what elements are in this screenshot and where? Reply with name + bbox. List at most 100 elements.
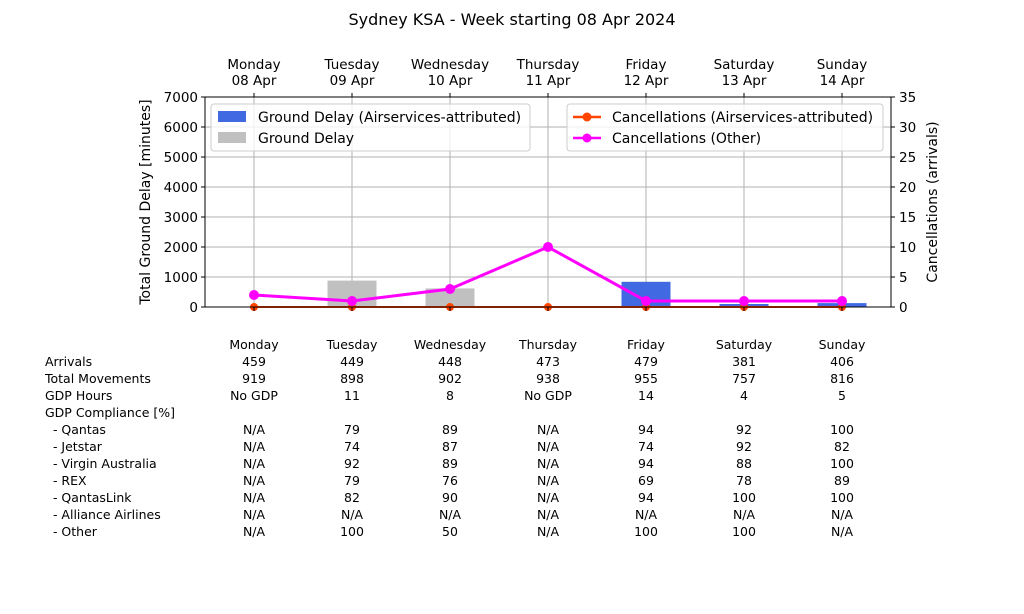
table-cell: 89 xyxy=(442,456,458,471)
legend-label: Cancellations (Airservices-attributed) xyxy=(612,110,873,126)
table-cell: N/A xyxy=(536,422,560,437)
legend-marker xyxy=(582,112,592,122)
table-cell: 938 xyxy=(536,371,560,386)
table-cell: 459 xyxy=(242,354,266,369)
table-header-cell: Sunday xyxy=(818,337,866,352)
table-cell: 100 xyxy=(634,524,658,539)
y-left-tick-label: 2000 xyxy=(164,240,198,256)
table-cell: N/A xyxy=(242,473,266,488)
x-tick-label-day: Saturday xyxy=(714,57,775,73)
table-cell: 74 xyxy=(638,439,654,454)
table-header-cell: Saturday xyxy=(715,337,773,352)
point-cancellations-other xyxy=(837,296,847,306)
table-cell: 381 xyxy=(732,354,756,369)
y-right-tick-label: 15 xyxy=(899,210,916,226)
x-tick-label-date: 13 Apr xyxy=(722,73,767,89)
x-tick-label-day: Thursday xyxy=(516,57,580,73)
table-cell: 816 xyxy=(830,371,854,386)
point-cancellations-other xyxy=(347,296,357,306)
table-cell: N/A xyxy=(242,507,266,522)
x-tick-label-day: Friday xyxy=(626,57,667,73)
table-cell: 89 xyxy=(834,473,850,488)
table-cell: 100 xyxy=(830,490,854,505)
table-cell: 92 xyxy=(736,439,752,454)
table-row-label: - Jetstar xyxy=(45,439,102,454)
table-cell: N/A xyxy=(536,524,560,539)
y-left-tick-label: 6000 xyxy=(164,120,198,136)
table-cell: 406 xyxy=(830,354,854,369)
x-tick-label-day: Sunday xyxy=(817,57,868,73)
table-cell: N/A xyxy=(536,490,560,505)
table-row-label: GDP Compliance [%] xyxy=(45,405,176,420)
table-cell: 473 xyxy=(536,354,560,369)
table-cell: N/A xyxy=(634,507,658,522)
table-cell: 94 xyxy=(638,456,654,471)
table-cell: 78 xyxy=(736,473,752,488)
chart-title: Sydney KSA - Week starting 08 Apr 2024 xyxy=(348,10,675,29)
table-cell: 87 xyxy=(442,439,458,454)
table-cell: N/A xyxy=(536,473,560,488)
y-left-tick-label: 0 xyxy=(189,300,198,316)
table-cell: 79 xyxy=(344,473,360,488)
table-cell: 74 xyxy=(344,439,360,454)
table-cell: 76 xyxy=(442,473,458,488)
table-cell: N/A xyxy=(830,507,854,522)
point-cancellations-other xyxy=(641,296,651,306)
table-cell: 448 xyxy=(438,354,462,369)
table-row-label: - QantasLink xyxy=(45,490,132,505)
point-cancellations-other xyxy=(543,242,553,252)
x-tick-label-date: 14 Apr xyxy=(820,73,865,89)
y-right-tick-label: 0 xyxy=(899,300,908,316)
table-cell: N/A xyxy=(242,439,266,454)
point-cancellations-other xyxy=(249,290,259,300)
table-cell: 100 xyxy=(732,490,756,505)
table-header-cell: Tuesday xyxy=(326,337,378,352)
table-row-label: - Virgin Australia xyxy=(45,456,157,471)
y-right-tick-label: 20 xyxy=(899,180,916,196)
legend-swatch xyxy=(218,111,246,122)
table-cell: 100 xyxy=(830,422,854,437)
table-cell: 14 xyxy=(638,388,654,403)
table-cell: N/A xyxy=(438,507,462,522)
table-row-label: Arrivals xyxy=(45,354,93,369)
table-cell: 94 xyxy=(638,422,654,437)
table-cell: 90 xyxy=(442,490,458,505)
y-left-tick-label: 7000 xyxy=(164,90,198,106)
table-row-label: GDP Hours xyxy=(45,388,113,403)
table-cell: 4 xyxy=(740,388,748,403)
table-cell: N/A xyxy=(242,422,266,437)
table-cell: 82 xyxy=(834,439,850,454)
x-tick-label-day: Monday xyxy=(227,57,280,73)
table-cell: N/A xyxy=(242,524,266,539)
table-cell: 479 xyxy=(634,354,658,369)
y-left-tick-label: 3000 xyxy=(164,210,198,226)
table-row-label: Total Movements xyxy=(45,371,151,386)
table-cell: 82 xyxy=(344,490,360,505)
table-cell: 89 xyxy=(442,422,458,437)
table-cell: 757 xyxy=(732,371,756,386)
y-right-tick-label: 35 xyxy=(899,90,916,106)
table-cell: N/A xyxy=(242,490,266,505)
table-cell: No GDP xyxy=(230,388,278,403)
x-tick-label-date: 08 Apr xyxy=(232,73,277,89)
table-cell: N/A xyxy=(242,456,266,471)
table-header-cell: Friday xyxy=(627,337,665,352)
table-cell: 92 xyxy=(344,456,360,471)
table-cell: 100 xyxy=(732,524,756,539)
table-cell: 919 xyxy=(242,371,266,386)
y-right-tick-label: 10 xyxy=(899,240,916,256)
y-right-tick-label: 30 xyxy=(899,120,916,136)
axes: 0 1000 2000 3000 4000 5000 6000 7000 0 5 10 15 20 25 3… xyxy=(164,57,917,316)
y-right-tick-label: 25 xyxy=(899,150,916,166)
table-cell: 69 xyxy=(638,473,654,488)
y-left-tick-label: 1000 xyxy=(164,270,198,286)
point-cancellations-other xyxy=(739,296,749,306)
table-cell: 449 xyxy=(340,354,364,369)
table-cell: N/A xyxy=(536,507,560,522)
legend-swatch xyxy=(218,132,246,143)
table-cell: N/A xyxy=(536,439,560,454)
table-row-label: - REX xyxy=(45,473,87,488)
x-tick-label-date: 10 Apr xyxy=(428,73,473,89)
table-cell: 100 xyxy=(830,456,854,471)
table-cell: 898 xyxy=(340,371,364,386)
